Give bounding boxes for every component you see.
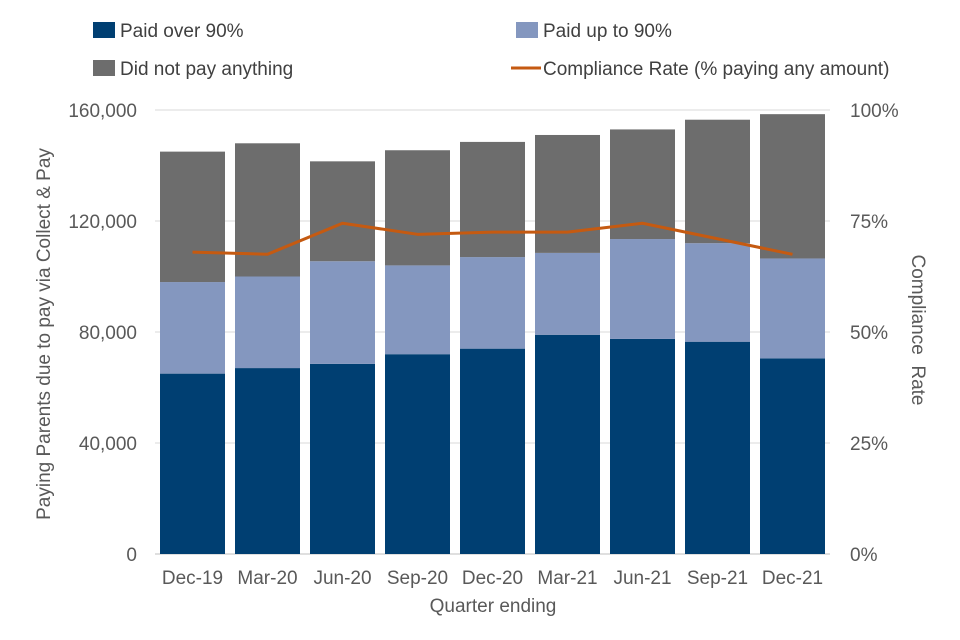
bar-paid-over-90--mar-21	[535, 334, 600, 554]
bar-did-not-pay-anything-mar-21	[535, 134, 600, 253]
bar-did-not-pay-anything-sep-21	[685, 119, 750, 244]
compliance-line-group	[192, 221, 793, 256]
chart-legend: Paid over 90% Paid up to 90% Did not pay a…	[93, 21, 889, 80]
x-tick-label: Mar-20	[237, 568, 297, 589]
x-tick-label: Dec-20	[462, 568, 523, 589]
bars	[160, 114, 825, 554]
bar-paid-up-to-90--jun-21	[610, 239, 675, 339]
bar-paid-up-to-90--sep-21	[685, 243, 750, 342]
x-tick-label: Jun-21	[613, 568, 671, 589]
bar-paid-over-90--dec-20	[460, 348, 525, 554]
x-tick-label: Jun-20	[313, 568, 371, 589]
bar-paid-over-90--mar-20	[235, 368, 300, 554]
legend-label: Compliance Rate (% paying any amount)	[543, 59, 889, 80]
y-axis-title: Paying Parents due to pay via Collect & …	[34, 148, 55, 520]
legend-item: Did not pay anything	[93, 59, 293, 80]
legend-label: Paid up to 90%	[543, 21, 672, 42]
bar-paid-up-to-90--dec-20	[460, 257, 525, 349]
bar-paid-over-90--dec-21	[760, 358, 825, 554]
bar-paid-over-90--jun-20	[310, 363, 375, 554]
legend-swatch	[516, 22, 538, 38]
bar-did-not-pay-anything-jun-20	[310, 161, 375, 262]
x-tick-label: Mar-21	[537, 568, 597, 589]
bar-paid-up-to-90--jun-20	[310, 261, 375, 364]
y-tick-label: 40,000	[79, 434, 137, 455]
y-axis-right: 0% 25% 50% 75% 100%	[850, 101, 899, 566]
x-axis-title: Quarter ending	[430, 596, 557, 617]
bar-paid-up-to-90--mar-21	[535, 252, 600, 335]
x-tick-label: Sep-20	[387, 568, 448, 589]
x-axis: Dec-19 Mar-20 Jun-20 Sep-20 Dec-20 Mar-21 Jun-…	[162, 568, 823, 589]
bar-paid-over-90--sep-20	[385, 354, 450, 554]
legend-label: Paid over 90%	[120, 21, 244, 42]
y2-tick-label: 100%	[850, 101, 899, 122]
x-tick-label: Dec-21	[762, 568, 823, 589]
y2-axis-title: Compliance Rate	[907, 254, 928, 405]
bar-paid-up-to-90--sep-20	[385, 265, 450, 355]
x-tick-label: Dec-19	[162, 568, 223, 589]
legend-item: Compliance Rate (% paying any amount)	[511, 59, 889, 80]
legend-swatch	[93, 22, 115, 38]
bar-did-not-pay-anything-sep-20	[385, 150, 450, 266]
bar-did-not-pay-anything-dec-19	[160, 151, 225, 283]
legend-label: Did not pay anything	[120, 59, 293, 80]
y-axis-left: 0 40,000 80,000 120,000 160,000	[68, 101, 137, 566]
bar-did-not-pay-anything-mar-20	[235, 143, 300, 277]
y-tick-label: 0	[126, 545, 137, 566]
y2-tick-label: 25%	[850, 434, 888, 455]
bar-paid-up-to-90--mar-20	[235, 276, 300, 369]
y2-tick-label: 0%	[850, 545, 878, 566]
bar-did-not-pay-anything-jun-21	[610, 129, 675, 240]
bar-did-not-pay-anything-dec-21	[760, 114, 825, 259]
legend-swatch	[93, 60, 115, 76]
y2-tick-label: 50%	[850, 323, 888, 344]
legend-item: Paid over 90%	[93, 21, 244, 42]
bar-paid-over-90--dec-19	[160, 373, 225, 554]
bar-paid-up-to-90--dec-19	[160, 282, 225, 374]
y-tick-label: 120,000	[68, 212, 137, 233]
y-tick-label: 80,000	[79, 323, 137, 344]
x-tick-label: Sep-21	[687, 568, 748, 589]
bar-did-not-pay-anything-dec-20	[460, 141, 525, 258]
bar-paid-over-90--sep-21	[685, 341, 750, 554]
y-tick-label: 160,000	[68, 101, 137, 122]
bar-paid-up-to-90--dec-21	[760, 258, 825, 359]
legend-item: Paid up to 90%	[516, 21, 672, 42]
bar-paid-over-90--jun-21	[610, 338, 675, 554]
y2-tick-label: 75%	[850, 212, 888, 233]
